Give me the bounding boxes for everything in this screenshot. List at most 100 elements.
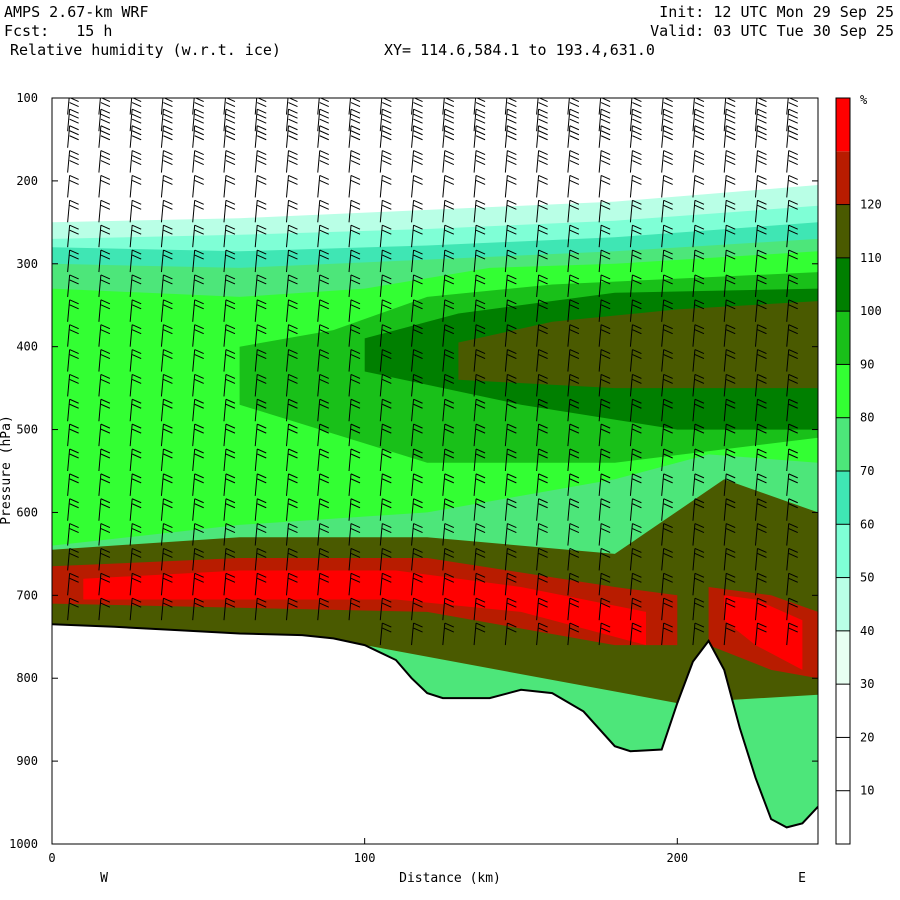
wind-barb bbox=[379, 398, 392, 422]
wind-barb bbox=[754, 175, 767, 198]
wind-barb bbox=[411, 249, 423, 273]
wind-barb bbox=[317, 572, 329, 596]
wind-barb bbox=[98, 473, 111, 496]
wind-barb bbox=[317, 125, 329, 148]
x-tick-label: 100 bbox=[354, 851, 376, 865]
wind-barb bbox=[629, 125, 642, 148]
wind-barb bbox=[536, 398, 548, 422]
wind-barb bbox=[285, 299, 298, 322]
wind-barb bbox=[473, 498, 486, 521]
wind-barb bbox=[254, 523, 267, 546]
wind-barb bbox=[473, 125, 486, 148]
wind-barb bbox=[223, 199, 236, 223]
wind-barb bbox=[379, 349, 392, 372]
wind-barb bbox=[254, 125, 267, 148]
wind-barb bbox=[598, 448, 611, 472]
wind-barb bbox=[160, 274, 173, 297]
wind-barb bbox=[285, 199, 298, 223]
wind-barb bbox=[223, 125, 236, 148]
wind-barb bbox=[223, 249, 236, 273]
wind-barb bbox=[160, 373, 173, 397]
wind-barb bbox=[754, 398, 767, 422]
wind-barb bbox=[536, 125, 548, 148]
wind-barb bbox=[67, 572, 79, 596]
wind-barb bbox=[598, 398, 611, 422]
wind-barb bbox=[442, 349, 455, 372]
wind-barb bbox=[67, 473, 79, 496]
wind-barb bbox=[754, 299, 767, 322]
wind-barb bbox=[473, 398, 486, 422]
wind-barb bbox=[98, 224, 111, 248]
wind-barb bbox=[285, 473, 298, 496]
wind-barb bbox=[567, 249, 580, 273]
wind-barb bbox=[192, 373, 204, 397]
wind-barb bbox=[661, 473, 673, 496]
wind-barb bbox=[192, 572, 204, 596]
wind-barb bbox=[567, 622, 580, 646]
wind-barb bbox=[192, 125, 204, 148]
wind-barb bbox=[254, 224, 267, 248]
wind-barb bbox=[254, 349, 267, 372]
wind-barb bbox=[598, 622, 611, 646]
wind-barb bbox=[223, 373, 236, 397]
wind-barb bbox=[629, 274, 642, 297]
wind-barb bbox=[786, 448, 798, 472]
wind-barb bbox=[254, 373, 267, 397]
wind-barb bbox=[786, 125, 798, 148]
wind-barb bbox=[754, 150, 767, 173]
wind-barb bbox=[629, 175, 642, 198]
wind-barb bbox=[786, 572, 798, 596]
wind-barb bbox=[473, 150, 486, 173]
x-axis-label: Distance (km) bbox=[399, 871, 501, 886]
wind-barb bbox=[567, 299, 580, 322]
wind-barb bbox=[67, 448, 79, 472]
wind-barb bbox=[285, 448, 298, 472]
wind-barb bbox=[442, 224, 455, 248]
wind-barb bbox=[317, 274, 329, 297]
wind-barb bbox=[786, 199, 798, 223]
wind-barb bbox=[629, 548, 642, 571]
wind-barb bbox=[692, 423, 705, 447]
wind-barb bbox=[598, 572, 611, 596]
wind-barb bbox=[129, 473, 142, 496]
wind-barb bbox=[223, 572, 236, 596]
wind-barb bbox=[411, 108, 423, 132]
wind-barb bbox=[254, 473, 267, 496]
wind-barb bbox=[254, 398, 267, 422]
wind-barb bbox=[629, 473, 642, 496]
wind-barb bbox=[629, 398, 642, 422]
colorbar-unit: % bbox=[860, 93, 868, 107]
wind-barb bbox=[67, 150, 79, 173]
wind-barb bbox=[786, 398, 798, 422]
wind-barb bbox=[223, 548, 236, 571]
wind-barb bbox=[442, 249, 455, 273]
wind-barb bbox=[98, 448, 111, 472]
wind-barb bbox=[442, 572, 455, 596]
colorbar-tick-label: 110 bbox=[860, 251, 882, 265]
wind-barb bbox=[348, 423, 361, 447]
wind-barb bbox=[473, 175, 486, 198]
wind-barb bbox=[692, 597, 705, 621]
wind-barb bbox=[442, 150, 455, 173]
wind-barb bbox=[285, 125, 298, 148]
header-field: Relative humidity (w.r.t. ice) bbox=[10, 41, 281, 59]
wind-barb bbox=[661, 199, 673, 223]
wind-barb bbox=[160, 249, 173, 273]
wind-barb bbox=[379, 448, 392, 472]
colorbar-tick-label: 10 bbox=[860, 784, 874, 798]
wind-barb bbox=[254, 324, 267, 347]
wind-barb bbox=[692, 249, 705, 273]
header-init: Init: 12 UTC Mon 29 Sep 25 bbox=[659, 3, 894, 21]
wind-barb bbox=[379, 150, 392, 173]
wind-barb bbox=[536, 249, 548, 273]
wind-barb bbox=[504, 349, 517, 372]
wind-barb bbox=[786, 473, 798, 496]
wind-barb bbox=[598, 150, 611, 173]
wind-barb bbox=[786, 249, 798, 273]
wind-barb bbox=[254, 597, 267, 621]
wind-barb bbox=[317, 423, 329, 447]
terrain-line bbox=[52, 623, 818, 829]
wind-barb bbox=[504, 224, 517, 248]
wind-barb bbox=[536, 622, 548, 646]
wind-barb bbox=[629, 423, 642, 447]
